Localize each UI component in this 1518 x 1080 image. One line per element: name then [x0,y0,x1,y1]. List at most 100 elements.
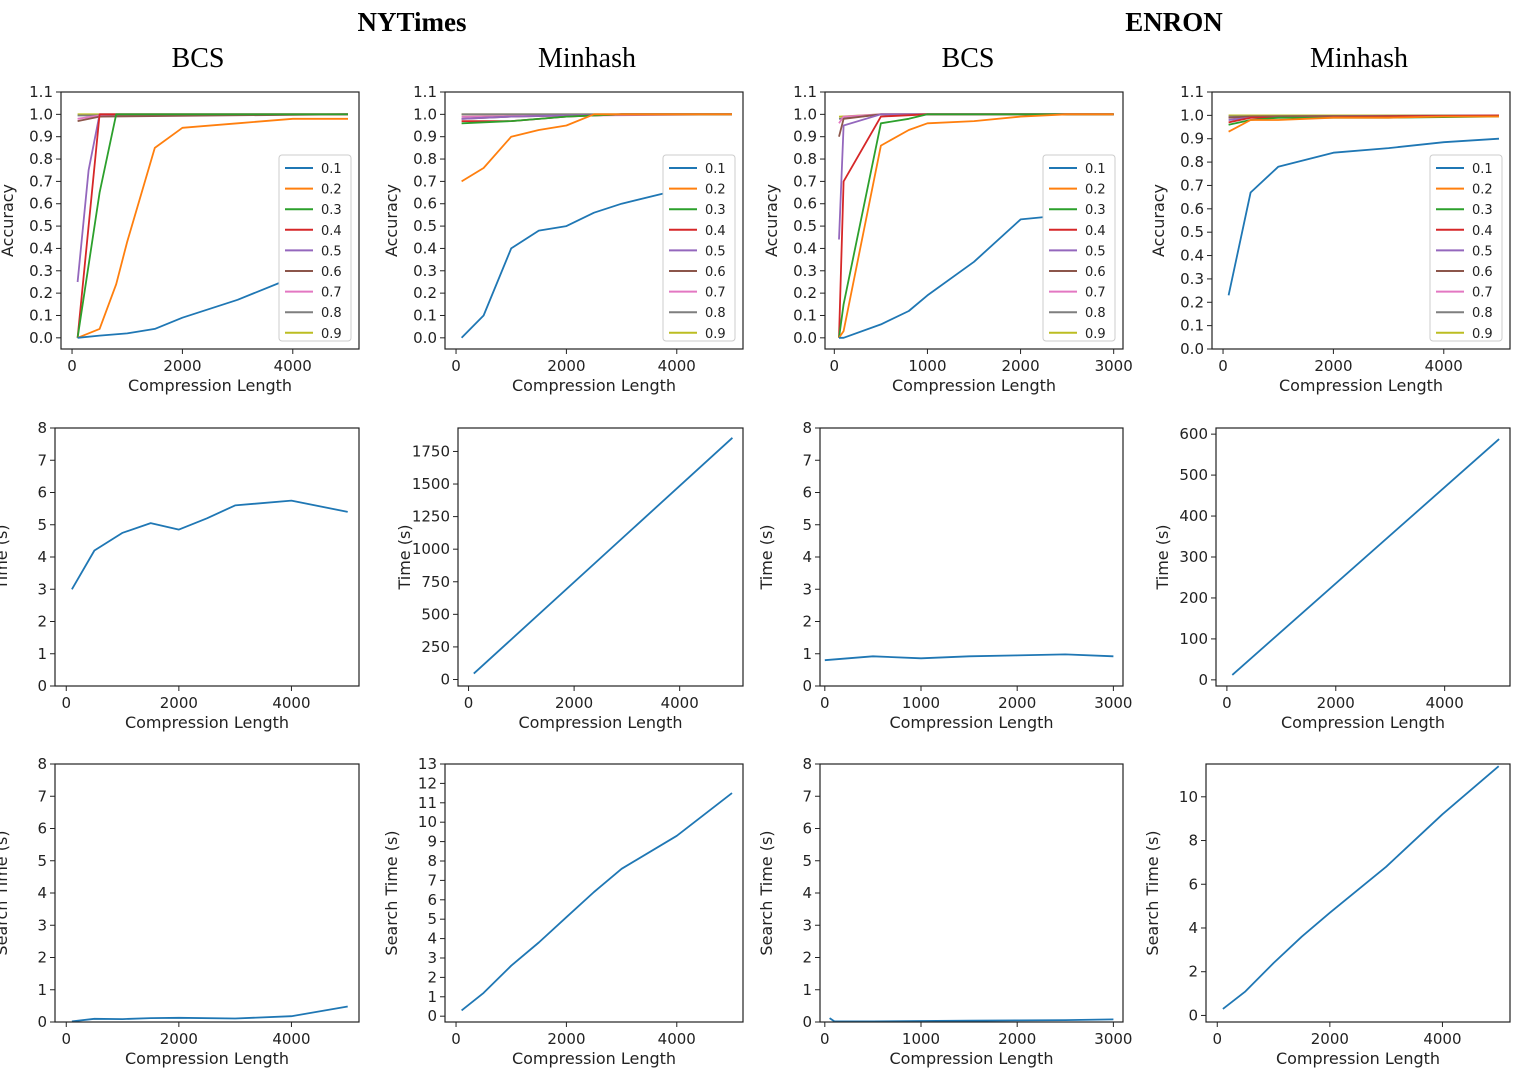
y-tick-label: 400 [1179,507,1208,525]
y-tick-label: 0.2 [29,284,53,302]
y-tick-label: 0.3 [1180,270,1204,288]
chart-enron-minhash-search-time-s: 0 2000 4000 0 2 4 6 8 10 Compression Length Search… [1143,763,1511,1068]
y-tick-label: 0.6 [1180,200,1204,218]
x-tick-label: 2000 [160,694,198,712]
y-tick-label: 6 [427,891,437,909]
y-axis-label: Time (s) [757,524,776,590]
legend: 0.1 0.2 0.3 0.4 0.5 0.6 0.7 0.8 0.9 [278,154,352,342]
x-tick-label: 1000 [908,357,946,375]
series-line [71,1005,348,1023]
y-tick-label: 6 [37,820,47,838]
series-line [71,499,348,590]
y-tick-label: 0.3 [793,262,817,280]
y-tick-label: 300 [1179,548,1208,566]
x-tick-label: 0 [820,694,830,712]
x-tick-label: 3000 [1094,1030,1132,1048]
y-tick-label: 10 [418,813,437,831]
x-tick-label: 0 [1222,694,1232,712]
y-tick-label: 0 [802,677,812,695]
plot-frame [819,427,1124,687]
y-tick-label: 6 [37,484,47,502]
y-tick-label: 0.0 [29,329,53,347]
legend: 0.1 0.2 0.3 0.4 0.5 0.6 0.7 0.8 0.9 [1429,154,1503,342]
legend-label-0-6: 0.6 [321,265,342,280]
y-tick-label: 0.2 [1180,293,1204,311]
x-axis-label: Compression Length [512,376,676,395]
x-axis-label: Compression Length [518,713,682,732]
y-tick-label: 6 [802,820,812,838]
x-tick-label: 0 [1212,1030,1222,1048]
y-tick-label: 3 [802,580,812,598]
x-tick-label: 0 [451,1030,461,1048]
y-tick-label: 12 [418,774,437,792]
legend-label-0-1: 0.1 [705,162,726,177]
y-tick-label: 0.9 [29,128,53,146]
plot-frame [1215,427,1511,687]
legend-label-0-8: 0.8 [321,306,342,321]
y-tick-label: 1.0 [793,105,817,123]
y-tick-label: 0 [427,1007,437,1025]
legend-label-0-3: 0.3 [1085,203,1106,218]
y-tick-label: 7 [802,787,812,805]
series-line-0-3 [76,113,348,338]
y-tick-label: 1500 [412,475,450,493]
legend-label-0-1: 0.1 [1085,162,1106,177]
x-tick-label: 2000 [163,357,201,375]
y-tick-label: 1.0 [1180,106,1204,124]
y-tick-label: 5 [37,516,47,534]
y-tick-label: 2 [802,949,812,967]
y-tick-label: 600 [1179,425,1208,443]
legend-label-0-5: 0.5 [1472,244,1493,259]
y-tick-label: 7 [427,871,437,889]
legend-label-0-9: 0.9 [321,327,342,342]
y-tick-label: 6 [802,484,812,502]
legend-label-0-2: 0.2 [705,183,726,198]
column-title-enron-minhash: Minhash [1310,43,1408,74]
y-tick-label: 7 [802,451,812,469]
x-tick-label: 4000 [272,1030,310,1048]
y-tick-label: 100 [1179,630,1208,648]
chart-enron-minhash-accuracy: 0 2000 4000 0.0 0.1 0.2 0.3 0.4 0.5 0.6 0.7 0.8 0.9 1… [1149,83,1511,395]
x-tick-label: 4000 [274,357,312,375]
legend-label-0-2: 0.2 [321,183,342,198]
x-tick-label: 0 [830,357,840,375]
y-tick-label: 8 [802,755,812,773]
legend-label-0-5: 0.5 [321,244,342,259]
x-axis-label: Compression Length [125,1049,289,1068]
x-tick-label: 2000 [1317,694,1355,712]
series-line-0-4 [1228,114,1500,124]
x-tick-label: 3000 [1095,357,1133,375]
chart-enron-bcs-search-time-s: 0 1000 2000 3000 0 1 2 3 4 5 6 7 8 Compression Length… [757,755,1132,1068]
y-tick-label: 0.7 [793,172,817,190]
y-tick-label: 1 [802,981,812,999]
y-tick-label: 0.9 [1180,130,1204,148]
legend-label-0-1: 0.1 [1472,162,1493,177]
plot-frame [444,91,744,350]
series-line [824,653,1114,662]
y-tick-label: 0.2 [413,284,437,302]
chart-nytimes-minhash-time-s: 0 2000 4000 0 250 500 750 1000 1250 1500 1750 Compr… [395,427,744,732]
legend-label-0-8: 0.8 [1472,306,1493,321]
series-line [461,792,733,1012]
x-tick-label: 2000 [998,1030,1036,1048]
y-tick-label: 8 [427,852,437,870]
y-tick-label: 8 [802,419,812,437]
y-tick-label: 0 [802,1013,812,1031]
x-axis-label: Compression Length [1276,1049,1440,1068]
x-axis-label: Compression Length [128,376,292,395]
y-tick-label: 0.6 [29,195,53,213]
x-tick-label: 4000 [658,357,696,375]
y-tick-label: 4 [802,884,812,902]
legend-label-0-1: 0.1 [321,162,342,177]
y-tick-label: 0 [440,670,450,688]
y-tick-label: 8 [37,755,47,773]
x-axis-label: Compression Length [889,1049,1053,1068]
y-tick-label: 0.9 [793,128,817,146]
y-tick-label: 8 [1188,832,1198,850]
y-tick-label: 0 [1188,1006,1198,1024]
y-axis-label: Search Time (s) [1143,830,1162,955]
y-axis-label: Search Time (s) [757,830,776,955]
legend-label-0-3: 0.3 [705,203,726,218]
